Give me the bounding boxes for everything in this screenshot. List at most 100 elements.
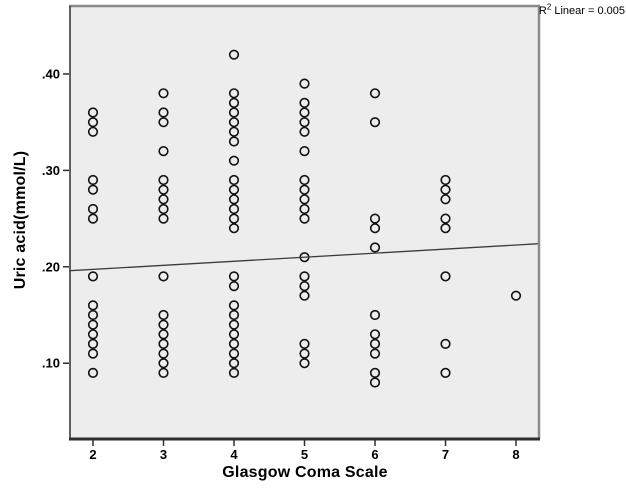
data-point bbox=[228, 309, 240, 321]
data-point bbox=[228, 367, 240, 379]
data-point bbox=[87, 367, 99, 379]
data-point bbox=[228, 319, 240, 330]
data-point bbox=[87, 348, 99, 359]
x-tick-label: 7 bbox=[442, 447, 449, 462]
data-point bbox=[369, 223, 381, 234]
data-point bbox=[440, 194, 451, 205]
x-tick-label: 4 bbox=[230, 447, 238, 462]
data-point bbox=[299, 290, 310, 301]
data-point bbox=[440, 174, 451, 186]
data-point bbox=[299, 97, 310, 108]
data-point bbox=[299, 213, 310, 224]
data-point bbox=[299, 146, 310, 157]
data-point bbox=[228, 338, 240, 350]
data-point bbox=[369, 309, 381, 321]
x-tick-label: 3 bbox=[160, 447, 167, 462]
data-point bbox=[299, 203, 310, 215]
data-point bbox=[228, 194, 240, 205]
data-point bbox=[158, 203, 169, 215]
data-point bbox=[228, 348, 240, 359]
data-point bbox=[299, 194, 310, 205]
r-squared-superscript: 2 bbox=[546, 2, 552, 12]
data-point bbox=[228, 117, 240, 128]
data-point bbox=[158, 348, 169, 359]
data-point bbox=[158, 213, 169, 224]
data-point bbox=[228, 300, 240, 311]
data-point bbox=[369, 329, 381, 340]
data-point bbox=[87, 174, 99, 186]
data-point bbox=[228, 49, 240, 60]
y-tick-label: .40 bbox=[42, 66, 60, 81]
data-point bbox=[87, 329, 99, 340]
data-point bbox=[369, 88, 381, 99]
data-point bbox=[299, 348, 310, 359]
data-point bbox=[299, 338, 310, 350]
data-point bbox=[369, 242, 381, 253]
data-point bbox=[158, 338, 169, 350]
data-point bbox=[228, 88, 240, 99]
data-point bbox=[87, 184, 99, 195]
data-point bbox=[228, 223, 240, 234]
data-point bbox=[299, 126, 310, 137]
data-point bbox=[87, 319, 99, 330]
data-point bbox=[440, 184, 451, 195]
data-point bbox=[228, 184, 240, 195]
data-point bbox=[158, 194, 169, 205]
data-point bbox=[369, 367, 381, 379]
data-point bbox=[87, 338, 99, 350]
data-point bbox=[510, 290, 522, 301]
data-point bbox=[87, 203, 99, 215]
data-point bbox=[228, 107, 240, 118]
data-point bbox=[228, 281, 240, 292]
data-point bbox=[440, 271, 451, 282]
data-point bbox=[369, 338, 381, 350]
data-point bbox=[228, 126, 240, 137]
data-point bbox=[369, 117, 381, 128]
data-point bbox=[158, 174, 169, 186]
data-point bbox=[87, 117, 99, 128]
data-point bbox=[228, 203, 240, 215]
data-point bbox=[158, 107, 169, 118]
data-point bbox=[299, 184, 310, 195]
data-point bbox=[87, 271, 99, 282]
data-point bbox=[228, 271, 240, 282]
data-point bbox=[369, 348, 381, 359]
data-point bbox=[158, 367, 169, 379]
data-point bbox=[440, 213, 451, 224]
data-point bbox=[228, 213, 240, 224]
x-tick-label: 2 bbox=[89, 447, 96, 462]
data-point bbox=[369, 377, 381, 388]
data-point bbox=[158, 329, 169, 340]
y-tick-label: .20 bbox=[42, 259, 60, 274]
r-squared-value: Linear = 0.005 bbox=[551, 5, 625, 17]
data-point bbox=[299, 174, 310, 186]
data-point bbox=[369, 213, 381, 224]
y-axis-title: Uric acid(mmol/L) bbox=[12, 150, 29, 290]
data-point bbox=[299, 117, 310, 128]
x-tick-label: 8 bbox=[512, 447, 519, 462]
data-point bbox=[228, 155, 240, 166]
data-point bbox=[440, 338, 451, 350]
y-tick-label: .10 bbox=[42, 356, 60, 371]
data-point bbox=[228, 97, 240, 108]
data-point bbox=[299, 107, 310, 118]
data-point bbox=[158, 319, 169, 330]
data-point bbox=[87, 300, 99, 311]
data-point bbox=[158, 358, 169, 369]
r-squared-annotation: R2 Linear = 0.005 bbox=[539, 2, 625, 17]
data-point bbox=[228, 358, 240, 369]
data-point bbox=[158, 146, 169, 157]
data-point bbox=[440, 223, 451, 234]
data-point bbox=[87, 126, 99, 137]
data-point bbox=[87, 107, 99, 118]
data-point bbox=[158, 309, 169, 321]
data-point bbox=[87, 213, 99, 224]
data-point bbox=[158, 117, 169, 128]
x-axis-title: Glasgow Coma Scale bbox=[222, 464, 388, 481]
trend-line bbox=[69, 243, 540, 272]
data-point bbox=[299, 358, 310, 369]
data-point bbox=[228, 174, 240, 186]
data-point bbox=[299, 78, 310, 89]
